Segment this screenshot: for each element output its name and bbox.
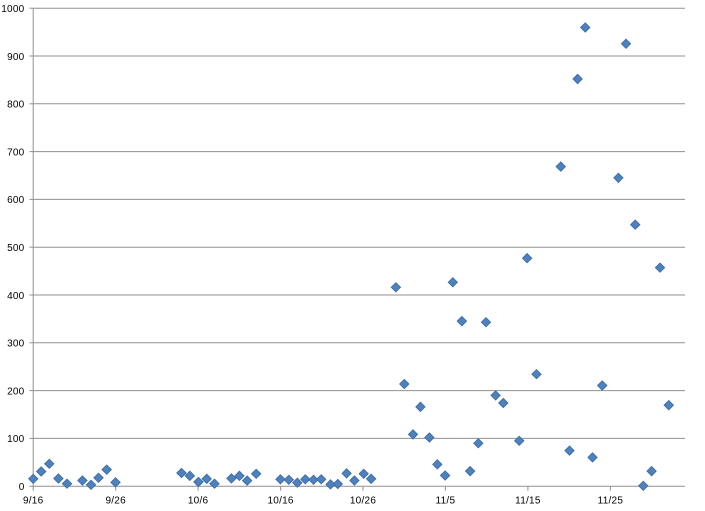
- svg-text:0: 0: [19, 482, 25, 493]
- svg-text:900: 900: [7, 52, 25, 63]
- svg-text:11/5: 11/5: [436, 496, 456, 507]
- svg-text:100: 100: [7, 434, 25, 445]
- svg-text:11/15: 11/15: [515, 496, 541, 507]
- svg-text:700: 700: [7, 147, 25, 158]
- svg-text:1000: 1000: [1, 4, 24, 15]
- svg-text:9/16: 9/16: [23, 496, 44, 507]
- svg-text:10/6: 10/6: [188, 496, 209, 507]
- svg-text:300: 300: [7, 339, 25, 350]
- svg-text:10/16: 10/16: [267, 496, 293, 507]
- svg-text:400: 400: [7, 291, 25, 302]
- svg-text:200: 200: [7, 386, 25, 397]
- svg-text:10/26: 10/26: [350, 496, 376, 507]
- svg-text:600: 600: [7, 195, 25, 206]
- svg-text:800: 800: [7, 100, 25, 111]
- svg-text:9/26: 9/26: [105, 496, 126, 507]
- svg-text:500: 500: [7, 243, 25, 254]
- svg-text:11/25: 11/25: [598, 496, 624, 507]
